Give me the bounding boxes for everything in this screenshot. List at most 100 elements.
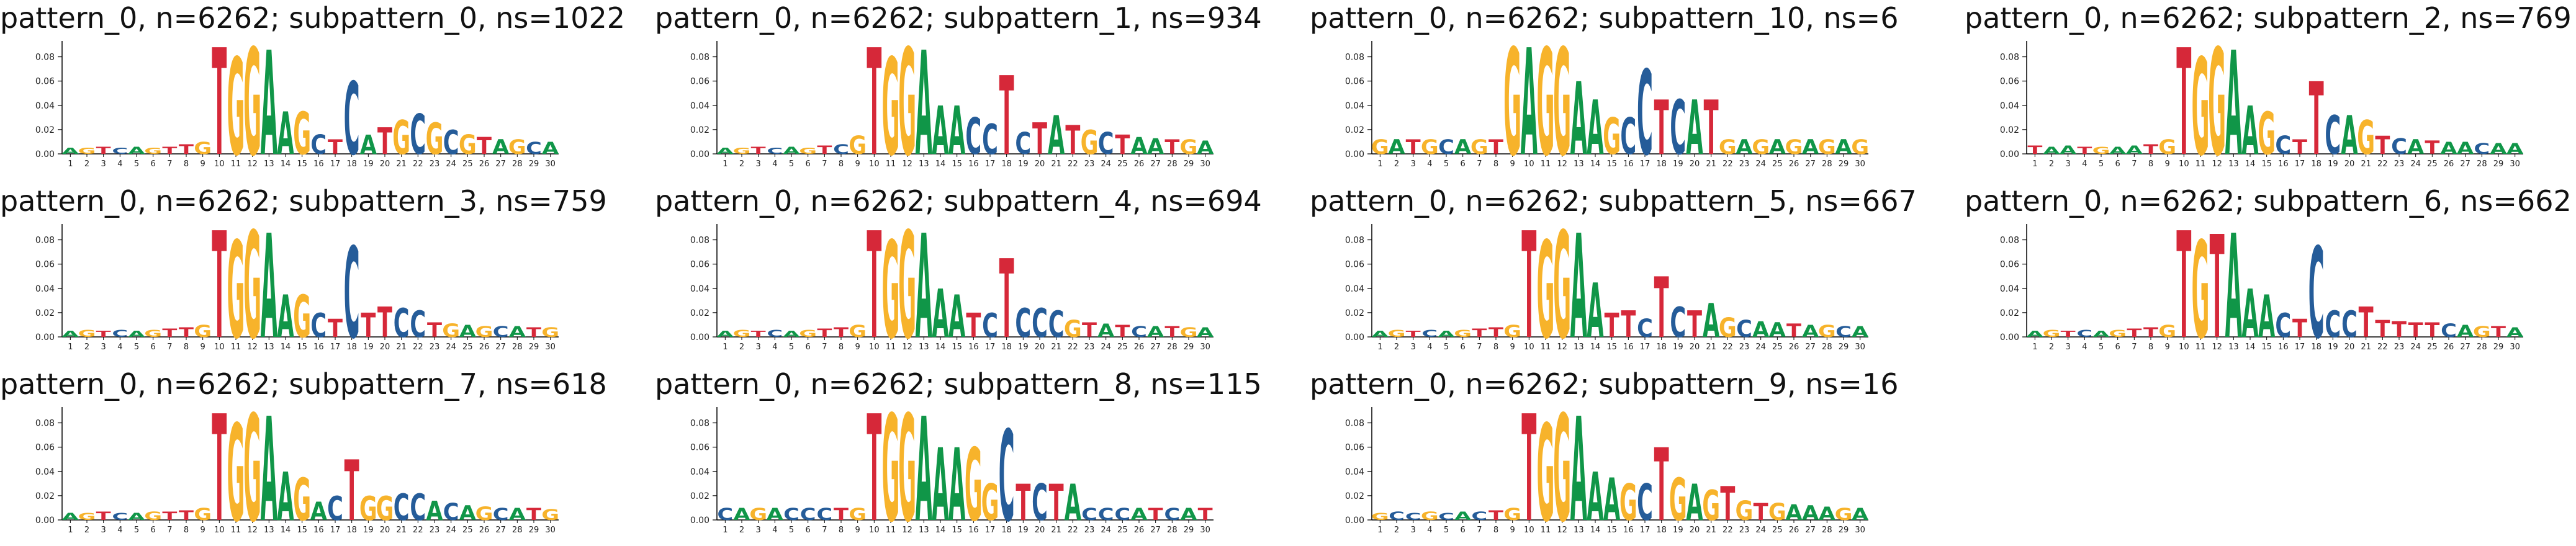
x-tick-label: 3 (1411, 342, 1416, 352)
logo-letter: C (1032, 301, 1048, 347)
logo-letter: A (1097, 320, 1114, 342)
logo-letter: A (2490, 140, 2507, 158)
x-tick-label: 27 (2460, 159, 2470, 169)
logo-letter: T (96, 145, 111, 156)
x-tick-label: 11 (231, 342, 241, 352)
x-tick-label: 26 (479, 526, 490, 535)
logo-letter: T (1720, 477, 1735, 531)
logo-letter: G (1669, 466, 1687, 534)
logo-panel-subpattern-0: pattern_0, n=6262; subpattern_0, ns=1022… (0, 0, 627, 180)
x-tick-label: 21 (2361, 159, 2371, 169)
y-tick-label: 0.02 (1345, 308, 1364, 318)
logo-letter: A (717, 329, 734, 339)
logo-letter: A (2027, 329, 2044, 339)
logo-letter: A (261, 36, 277, 179)
x-tick-label: 6 (806, 526, 811, 535)
x-tick-label: 29 (1184, 159, 1194, 169)
x-tick-label: 13 (1574, 342, 1584, 352)
x-tick-label: 25 (1117, 159, 1128, 169)
x-tick-label: 2 (1394, 342, 1399, 352)
logo-letter: G (1421, 509, 1439, 523)
x-tick-label: 5 (2099, 342, 2104, 352)
logo-letter: C (800, 505, 816, 524)
x-tick-label: 19 (363, 526, 374, 535)
x-tick-label: 2 (1394, 159, 1399, 169)
x-tick-label: 14 (935, 159, 946, 169)
logo-letter: T (1472, 326, 1487, 340)
x-tick-label: 17 (985, 342, 996, 352)
x-tick-label: 8 (184, 526, 189, 535)
y-tick-label: 0.06 (1345, 443, 1364, 453)
x-tick-label: 12 (902, 342, 912, 352)
panel-title: pattern_0, n=6262; subpattern_3, ns=759 (0, 184, 607, 218)
x-tick-label: 20 (1035, 342, 1045, 352)
x-tick-label: 16 (1623, 342, 1634, 352)
logo-letter: G (733, 146, 751, 156)
logo-letter: A (1454, 135, 1471, 158)
logo-letter: T (2176, 219, 2191, 362)
logo-letter: T (212, 36, 227, 179)
logo-letter: T (999, 53, 1014, 179)
x-tick-label: 5 (789, 526, 794, 535)
y-tick-label: 0.02 (1345, 491, 1364, 501)
y-tick-label: 0.02 (690, 308, 709, 318)
logo-letter: C (1015, 126, 1031, 161)
x-tick-label: 28 (2477, 159, 2487, 169)
logo-letter: G (1603, 107, 1621, 166)
y-tick-label: 0.00 (2000, 333, 2019, 342)
logo-letter: C (1835, 323, 1852, 341)
x-tick-label: 4 (117, 526, 122, 535)
logo-letter: T (751, 329, 767, 339)
x-tick-label: 16 (313, 342, 324, 352)
x-tick-label: 24 (1755, 342, 1766, 352)
logo-letter: C (2391, 135, 2407, 159)
x-tick-label: 29 (529, 342, 539, 352)
x-tick-label: 10 (869, 342, 880, 352)
y-tick-label: 0.04 (1345, 467, 1364, 477)
logo-letter: G (1752, 135, 1770, 158)
x-tick-label: 2 (1394, 526, 1399, 535)
x-tick-label: 23 (1739, 526, 1750, 535)
logo-letter: C (1438, 135, 1454, 158)
x-tick-label: 20 (1035, 159, 1045, 169)
panel-title: pattern_0, n=6262; subpattern_9, ns=16 (1310, 367, 1899, 401)
logo-letter: A (2506, 324, 2524, 340)
logo-letter: T (2061, 329, 2076, 339)
logo-letter: G (1081, 123, 1099, 162)
logo-letter: A (1197, 137, 1214, 159)
sequence-logo-plot: 0.000.020.040.060.081G2C3C4G5C6A7C8T9G10… (1345, 402, 1869, 545)
logo-letter: A (2258, 283, 2275, 351)
x-tick-label: 19 (1018, 342, 1029, 352)
x-tick-label: 18 (1656, 526, 1667, 535)
x-tick-label: 30 (1200, 342, 1210, 352)
x-tick-label: 21 (1051, 159, 1061, 169)
logo-letter: C (999, 405, 1015, 545)
logo-letter: T (212, 402, 227, 545)
logo-letter: C (1438, 511, 1454, 522)
logo-letter: T (96, 329, 112, 339)
logo-letter: C (1164, 505, 1180, 524)
x-tick-label: 22 (1068, 159, 1078, 169)
x-tick-label: 15 (297, 159, 307, 169)
x-tick-label: 11 (886, 526, 896, 535)
logo-letter: A (767, 505, 784, 524)
x-tick-label: 8 (839, 342, 844, 352)
logo-letter: C (717, 505, 733, 524)
logo-letter: G (898, 402, 916, 545)
logo-letter: T (817, 143, 832, 157)
x-tick-label: 17 (985, 159, 996, 169)
logo-letter: T (2292, 314, 2307, 343)
x-tick-label: 21 (396, 159, 407, 169)
logo-letter: T (179, 141, 194, 157)
x-tick-label: 16 (1623, 159, 1634, 169)
x-tick-label: 17 (330, 159, 341, 169)
y-tick-label: 0.00 (35, 150, 55, 159)
logo-letter: C (816, 505, 832, 524)
logo-letter: T (212, 219, 227, 362)
x-tick-label: 28 (1822, 342, 1832, 352)
x-tick-label: 28 (512, 342, 523, 352)
logo-letter: G (1537, 219, 1555, 362)
logo-letter: A (1130, 505, 1148, 524)
x-tick-label: 9 (855, 526, 860, 535)
